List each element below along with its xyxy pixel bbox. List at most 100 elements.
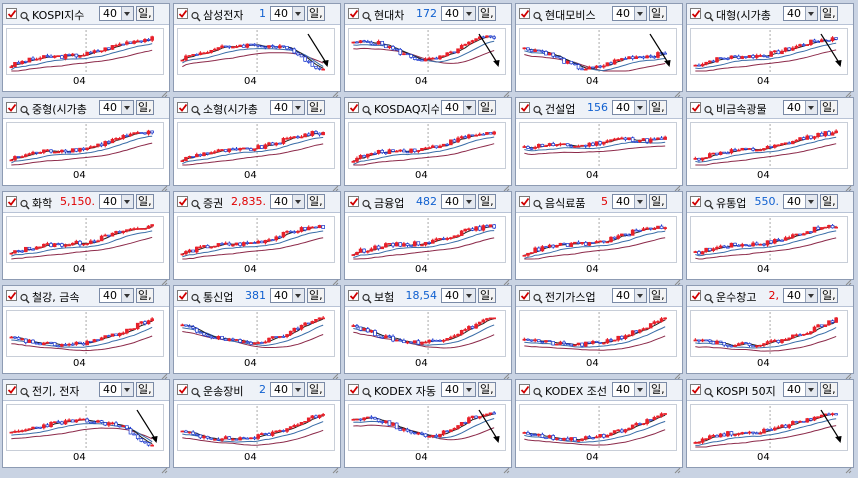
panel-checkbox[interactable] [6, 102, 17, 113]
day-unit-button[interactable]: 일, [820, 194, 838, 209]
mini-candle-chart[interactable] [519, 122, 677, 169]
day-unit-button[interactable]: 일, [649, 100, 667, 115]
panel-checkbox[interactable] [177, 8, 188, 19]
period-select[interactable]: 40 [270, 194, 305, 209]
day-unit-button[interactable]: 일, [307, 194, 325, 209]
search-icon[interactable] [704, 290, 714, 304]
mini-candle-chart[interactable] [348, 310, 506, 357]
search-icon[interactable] [20, 384, 30, 398]
chevron-down-icon[interactable] [463, 383, 475, 396]
resize-grip-icon[interactable] [845, 177, 852, 192]
day-unit-button[interactable]: 일, [820, 100, 838, 115]
resize-grip-icon[interactable] [161, 83, 168, 98]
panel-checkbox[interactable] [177, 102, 188, 113]
panel-checkbox[interactable] [690, 102, 701, 113]
chevron-down-icon[interactable] [292, 289, 304, 302]
day-unit-button[interactable]: 일, [649, 382, 667, 397]
day-unit-button[interactable]: 일, [649, 194, 667, 209]
panel-checkbox[interactable] [690, 196, 701, 207]
panel-checkbox[interactable] [177, 384, 188, 395]
resize-grip-icon[interactable] [845, 83, 852, 98]
resize-grip-icon[interactable] [332, 83, 339, 98]
mini-candle-chart[interactable] [6, 404, 164, 451]
period-select[interactable]: 40 [612, 382, 647, 397]
search-icon[interactable] [191, 8, 201, 22]
mini-candle-chart[interactable] [6, 310, 164, 357]
resize-grip-icon[interactable] [845, 459, 852, 474]
period-select[interactable]: 40 [270, 100, 305, 115]
period-select[interactable]: 40 [441, 194, 476, 209]
search-icon[interactable] [191, 196, 201, 210]
resize-grip-icon[interactable] [674, 459, 681, 474]
mini-candle-chart[interactable] [348, 28, 506, 75]
search-icon[interactable] [533, 102, 543, 116]
panel-checkbox[interactable] [690, 384, 701, 395]
period-select[interactable]: 40 [99, 194, 134, 209]
search-icon[interactable] [704, 8, 714, 22]
chevron-down-icon[interactable] [634, 7, 646, 20]
chevron-down-icon[interactable] [805, 289, 817, 302]
resize-grip-icon[interactable] [674, 83, 681, 98]
panel-checkbox[interactable] [519, 102, 530, 113]
resize-grip-icon[interactable] [845, 271, 852, 286]
mini-candle-chart[interactable] [6, 216, 164, 263]
chart-panel[interactable]: 통신업 381 40 일, 04 [173, 285, 341, 380]
mini-candle-chart[interactable] [690, 404, 848, 451]
mini-candle-chart[interactable] [177, 122, 335, 169]
chart-panel[interactable]: 중형(시가총 40 일, 04 [2, 97, 170, 192]
chart-panel[interactable]: 보험 18,54 40 일, 04 [344, 285, 512, 380]
search-icon[interactable] [362, 102, 372, 116]
chart-panel[interactable]: 소형(시가총 40 일, 04 [173, 97, 341, 192]
panel-checkbox[interactable] [519, 384, 530, 395]
resize-grip-icon[interactable] [503, 83, 510, 98]
search-icon[interactable] [704, 102, 714, 116]
period-select[interactable]: 40 [441, 100, 476, 115]
chevron-down-icon[interactable] [805, 101, 817, 114]
day-unit-button[interactable]: 일, [820, 382, 838, 397]
search-icon[interactable] [362, 196, 372, 210]
mini-candle-chart[interactable] [177, 216, 335, 263]
mini-candle-chart[interactable] [6, 28, 164, 75]
search-icon[interactable] [20, 102, 30, 116]
day-unit-button[interactable]: 일, [820, 288, 838, 303]
chart-panel[interactable]: 음식료품 5 40 일, 04 [515, 191, 683, 286]
day-unit-button[interactable]: 일, [307, 100, 325, 115]
period-select[interactable]: 40 [270, 288, 305, 303]
chart-panel[interactable]: KODEX 자동 40 일, 04 [344, 379, 512, 474]
mini-candle-chart[interactable] [690, 122, 848, 169]
chevron-down-icon[interactable] [463, 195, 475, 208]
day-unit-button[interactable]: 일, [478, 194, 496, 209]
mini-candle-chart[interactable] [690, 310, 848, 357]
period-select[interactable]: 40 [270, 6, 305, 21]
chart-panel[interactable]: 삼성전자 1 40 일, 04 [173, 3, 341, 98]
panel-checkbox[interactable] [177, 290, 188, 301]
panel-checkbox[interactable] [690, 290, 701, 301]
period-select[interactable]: 40 [99, 382, 134, 397]
period-select[interactable]: 40 [99, 100, 134, 115]
search-icon[interactable] [362, 384, 372, 398]
day-unit-button[interactable]: 일, [478, 382, 496, 397]
day-unit-button[interactable]: 일, [307, 382, 325, 397]
panel-checkbox[interactable] [6, 290, 17, 301]
search-icon[interactable] [704, 384, 714, 398]
chevron-down-icon[interactable] [463, 101, 475, 114]
mini-candle-chart[interactable] [177, 310, 335, 357]
chevron-down-icon[interactable] [292, 7, 304, 20]
resize-grip-icon[interactable] [332, 459, 339, 474]
mini-candle-chart[interactable] [348, 216, 506, 263]
day-unit-button[interactable]: 일, [136, 382, 154, 397]
chart-panel[interactable]: 증권 2,835. 40 일, 04 [173, 191, 341, 286]
chevron-down-icon[interactable] [634, 195, 646, 208]
search-icon[interactable] [191, 102, 201, 116]
day-unit-button[interactable]: 일, [307, 6, 325, 21]
panel-checkbox[interactable] [6, 384, 17, 395]
resize-grip-icon[interactable] [161, 459, 168, 474]
panel-checkbox[interactable] [177, 196, 188, 207]
period-select[interactable]: 40 [441, 382, 476, 397]
search-icon[interactable] [704, 196, 714, 210]
panel-checkbox[interactable] [6, 196, 17, 207]
chart-panel[interactable]: 비금속광물 40 일, 04 [686, 97, 854, 192]
period-select[interactable]: 40 [783, 288, 818, 303]
period-select[interactable]: 40 [783, 6, 818, 21]
resize-grip-icon[interactable] [161, 271, 168, 286]
